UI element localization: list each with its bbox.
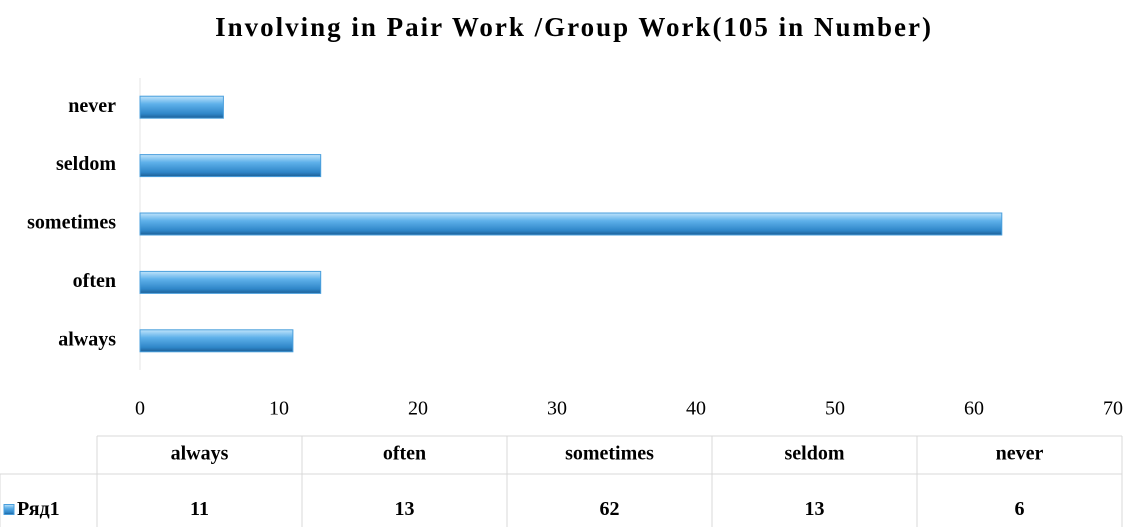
y-tick-label: sometimes [27,212,116,234]
y-tick-label: never [68,95,116,117]
x-tick-label: 50 [825,398,845,420]
x-tick-label: 30 [547,398,567,420]
y-tick-label: seldom [56,153,116,175]
table-header: never [996,443,1044,465]
legend-label: Ряд1 [17,498,60,520]
legend-key [3,504,15,515]
bar [139,95,224,119]
y-tick-label: often [73,270,116,292]
x-tick-label: 20 [408,398,428,420]
bar [139,270,322,294]
table-header: seldom [785,443,845,465]
x-tick-label: 60 [964,398,984,420]
x-tick-label: 40 [686,398,706,420]
x-tick-label: 0 [135,398,145,420]
table-value: 11 [190,498,209,520]
table-header: sometimes [565,443,654,465]
bar [139,212,1003,236]
table-header: often [383,443,426,465]
chart-title: Involving in Pair Work /Group Work(105 i… [215,12,933,42]
table-header: always [171,443,229,465]
bar [139,329,294,353]
x-tick-label: 10 [269,398,289,420]
y-tick-label: always [58,328,116,350]
table-value: 6 [1015,498,1025,520]
x-tick-label: 70 [1103,398,1123,420]
bar [139,154,322,178]
table-value: 13 [805,498,825,520]
table-value: 62 [600,498,620,520]
table-value: 13 [395,498,415,520]
